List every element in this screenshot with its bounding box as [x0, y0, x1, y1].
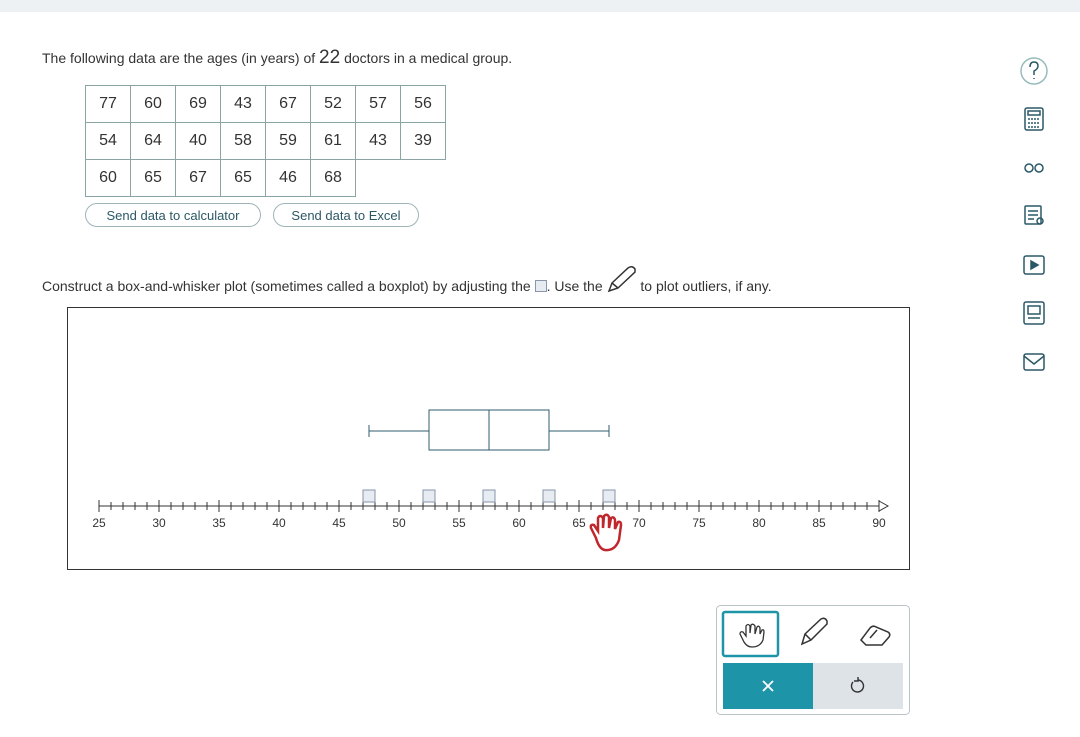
x-tick-label: 60	[512, 516, 526, 530]
table-cell: 46	[265, 159, 311, 197]
eraser-tool[interactable]	[860, 625, 891, 646]
table-cell: 61	[310, 122, 356, 160]
drag-handle[interactable]	[362, 489, 376, 503]
x-tick-label: 80	[752, 516, 766, 530]
drag-handle[interactable]	[602, 489, 616, 503]
table-cell: 77	[85, 85, 131, 123]
table-cell: 43	[220, 85, 266, 123]
table-cell: 60	[85, 159, 131, 197]
instruction-part3: to plot outliers, if any.	[640, 278, 772, 294]
table-cell: 64	[130, 122, 176, 160]
calculator-icon[interactable]	[1024, 107, 1044, 131]
x-tick-label: 85	[812, 516, 826, 530]
video-icon[interactable]	[1023, 255, 1045, 275]
intro-before: The following data are the ages (in year…	[42, 50, 316, 66]
axis-arrow	[878, 500, 890, 512]
mail-icon[interactable]	[1023, 353, 1045, 371]
book-icon[interactable]	[1023, 301, 1045, 325]
notes-icon[interactable]	[1024, 205, 1044, 225]
x-tick-label: 40	[272, 516, 286, 530]
table-cell: 69	[175, 85, 221, 123]
x-tick-label: 70	[632, 516, 646, 530]
drag-handle[interactable]	[482, 489, 496, 503]
x-tick-label: 35	[212, 516, 226, 530]
send-calculator-button[interactable]: Send data to calculator	[85, 203, 261, 227]
table-row: 54 64 40 58 59 61 43 39	[85, 122, 446, 160]
instruction-part1: Construct a box-and-whisker plot (someti…	[42, 278, 531, 294]
table-cell: 39	[400, 122, 446, 160]
table-cell: 67	[265, 85, 311, 123]
table-cell: 54	[85, 122, 131, 160]
x-tick-label: 75	[692, 516, 706, 530]
x-tick-label: 55	[452, 516, 466, 530]
drag-handle[interactable]	[422, 489, 436, 503]
table-row: 60 65 67 65 46 68	[85, 159, 446, 197]
table-cell: 58	[220, 122, 266, 160]
hand-cursor	[589, 513, 623, 552]
table-cell: 60	[130, 85, 176, 123]
glasses-icon[interactable]	[1024, 163, 1044, 173]
pencil-icon	[607, 265, 636, 293]
help-icon[interactable]	[1020, 57, 1048, 85]
tool-palette	[716, 605, 910, 715]
handle-icon	[534, 280, 547, 292]
table-cell: 43	[355, 122, 401, 160]
table-cell: 57	[355, 85, 401, 123]
table-cell: 68	[310, 159, 356, 197]
table-cell: 56	[400, 85, 446, 123]
table-cell: 52	[310, 85, 356, 123]
pencil-tool[interactable]	[800, 617, 828, 646]
table-cell: 65	[130, 159, 176, 197]
intro-text: The following data are the ages (in year…	[42, 47, 512, 69]
x-tick-label: 45	[332, 516, 346, 530]
table-row: 77 60 69 43 67 52 57 56	[85, 85, 446, 123]
send-excel-button[interactable]: Send data to Excel	[273, 203, 419, 227]
table-cell: 59	[265, 122, 311, 160]
intro-after: doctors in a medical group.	[344, 50, 513, 66]
plot-frame	[67, 307, 910, 570]
x-tick-label: 50	[392, 516, 406, 530]
top-bar	[0, 0, 1080, 12]
x-tick-label: 25	[92, 516, 106, 530]
table-cell: 67	[175, 159, 221, 197]
table-cell: 40	[175, 122, 221, 160]
x-tick-label: 65	[572, 516, 586, 530]
x-tick-label: 30	[152, 516, 166, 530]
data-table: 77 60 69 43 67 52 57 56 54 64 40 58 59 61 43 39 60 65 67 65…	[85, 85, 446, 197]
undo-button[interactable]	[813, 663, 903, 709]
x-tick-label: 90	[872, 516, 886, 530]
sidebar	[1020, 57, 1048, 371]
hand-tool[interactable]	[721, 610, 780, 658]
table-cell: 65	[220, 159, 266, 197]
instruction: Construct a box-and-whisker plot (someti…	[42, 265, 772, 294]
instruction-part2: . Use the	[546, 278, 603, 294]
drag-handle[interactable]	[542, 489, 556, 503]
doctor-count: 22	[319, 47, 341, 68]
